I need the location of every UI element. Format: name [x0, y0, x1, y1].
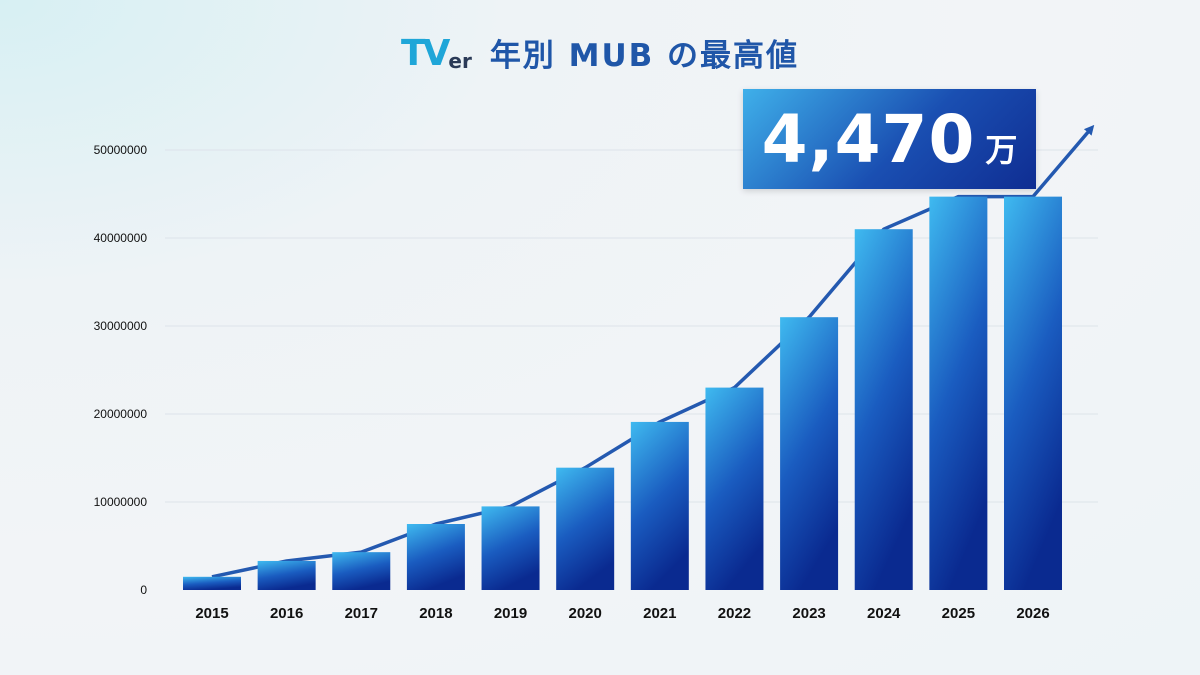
x-tick-label: 2023 [792, 605, 825, 622]
x-tick-label: 2025 [942, 605, 975, 622]
chart-header: TV er 年別 MUB の最高値 [0, 28, 1200, 76]
y-tick-label: 50000000 [94, 143, 148, 157]
logo-mark: TV [400, 33, 450, 74]
bar-2016 [257, 560, 316, 590]
tver-logo: TV er [400, 32, 472, 74]
x-tick-label: 2015 [195, 605, 228, 622]
bar-2015 [183, 576, 241, 590]
x-tick-label: 2017 [345, 605, 378, 622]
peak-value-callout: 4,470 万 [743, 89, 1036, 189]
y-tick-label: 10000000 [94, 495, 148, 509]
bar-2019 [481, 506, 540, 590]
bar-2018 [406, 524, 465, 590]
x-tick-label: 2019 [494, 605, 527, 622]
bar-2025 [929, 196, 988, 590]
peak-value: 4,470 [761, 100, 976, 178]
x-tick-label: 2021 [643, 605, 676, 622]
x-tick-label: 2018 [419, 605, 452, 622]
y-axis-ticks: 0 10000000 20000000 30000000 40000000 5000000… [94, 143, 148, 597]
bar-2023 [780, 317, 839, 590]
x-tick-label: 2022 [718, 605, 751, 622]
y-tick-label: 20000000 [94, 407, 148, 421]
y-tick-label: 40000000 [94, 231, 148, 245]
peak-value-unit: 万 [985, 131, 1018, 169]
bar-2022 [705, 387, 764, 590]
bar-2026 [1004, 196, 1062, 590]
bar-2021 [630, 421, 689, 590]
x-tick-label: 2024 [867, 605, 901, 622]
y-tick-label: 30000000 [94, 319, 148, 333]
bar-2020 [556, 467, 615, 590]
bar-2024 [854, 229, 913, 590]
bar-2017 [332, 552, 391, 590]
logo-suffix: er [448, 49, 472, 73]
x-tick-label: 2026 [1016, 605, 1049, 622]
x-tick-label: 2016 [270, 605, 303, 622]
x-axis-ticks: 2015 2016 2017 2018 2019 2020 2021 2022 2023 2024… [195, 605, 1049, 622]
y-tick-label: 0 [140, 583, 147, 597]
bars [183, 196, 1062, 590]
chart-title: 年別 MUB の最高値 [489, 37, 800, 74]
x-tick-label: 2020 [568, 605, 601, 622]
